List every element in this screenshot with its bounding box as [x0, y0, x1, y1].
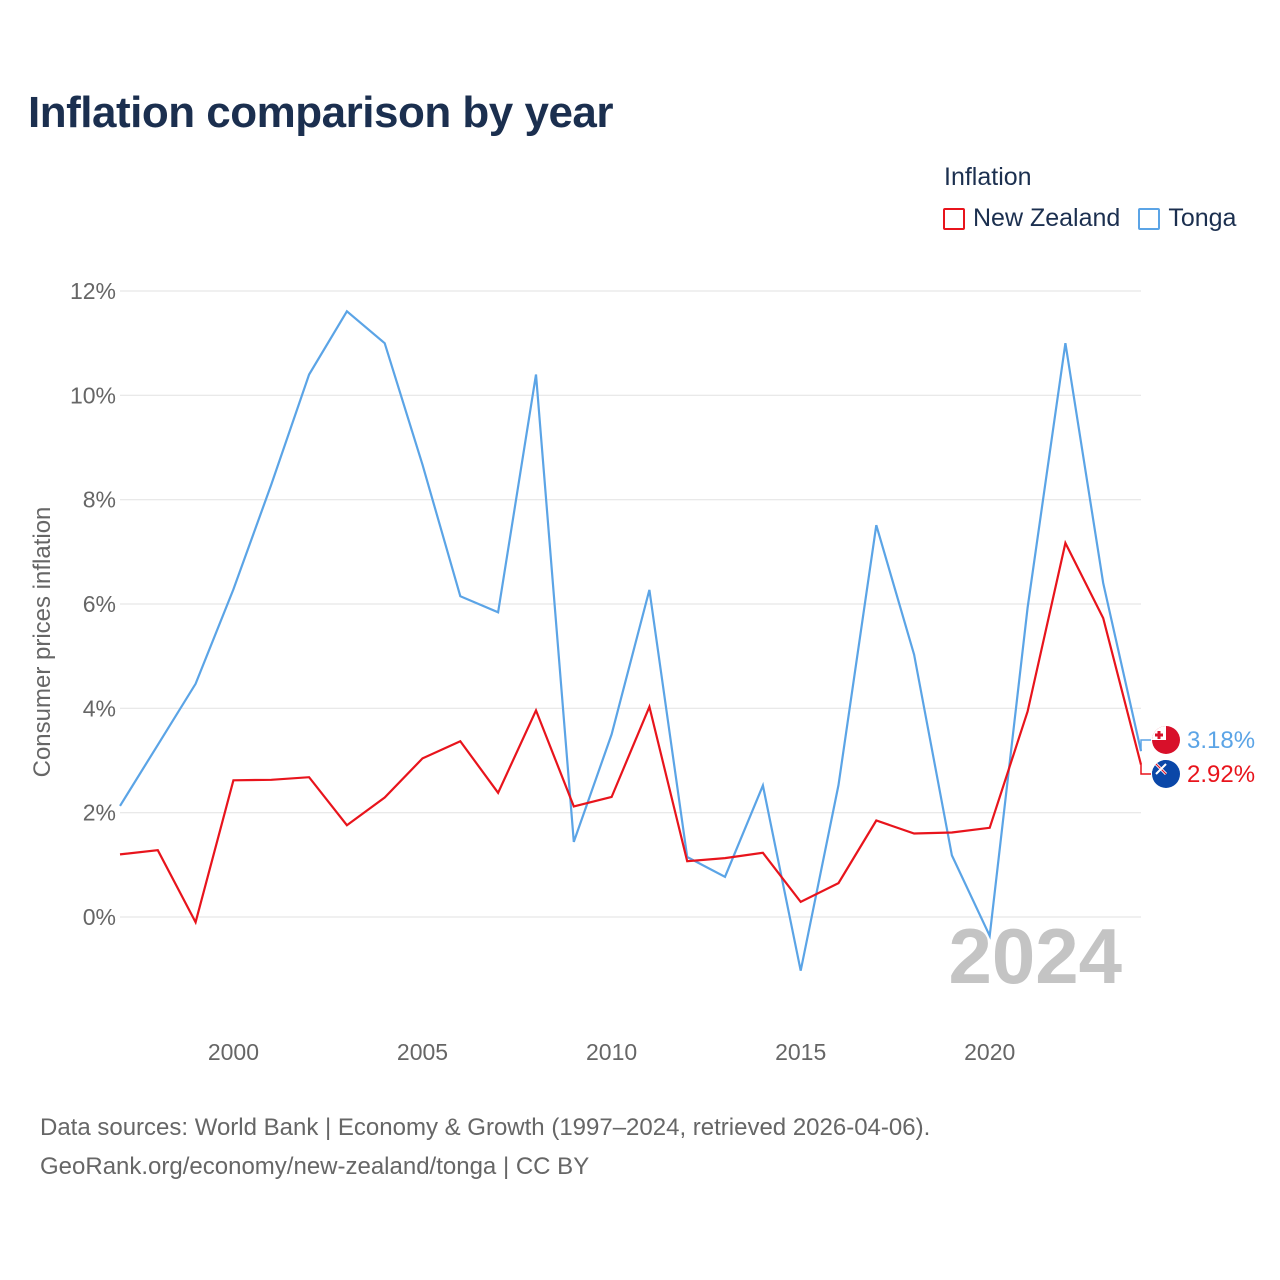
x-tick-label: 2000: [208, 1039, 259, 1065]
sources: Data sources: World Bank | Economy & Gro…: [40, 1108, 930, 1186]
new-zealand-flag-icon: [1152, 760, 1180, 788]
series-lines: [119, 309, 1143, 971]
chart-title: Inflation comparison by year: [28, 88, 614, 137]
legend-title: Inflation: [944, 163, 1032, 191]
y-tick-label: 8%: [83, 487, 116, 513]
y-tick-label: 2%: [83, 800, 116, 826]
legend: New Zealand Tonga: [943, 204, 1254, 233]
end-value-label-new-zealand: 2.92%: [1187, 761, 1255, 788]
x-tick-labels: 2000 2005 2010 2015 2020: [208, 1039, 1015, 1065]
y-axis-label: Consumer prices inflation: [29, 507, 56, 778]
end-connector-new-zealand: [1140, 764, 1151, 775]
x-tick-label: 2020: [964, 1039, 1015, 1065]
end-labels: 3.18% 2.92%: [1140, 726, 1255, 788]
x-tick-label: 2010: [586, 1039, 637, 1065]
year-watermark: 2024: [948, 912, 1122, 1000]
y-tick-label: 6%: [83, 591, 116, 617]
end-value-label-tonga: 3.18%: [1187, 727, 1255, 754]
x-tick-label: 2015: [775, 1039, 826, 1065]
y-tick-label: 12%: [70, 278, 116, 304]
y-tick-label: 4%: [83, 695, 116, 721]
y-tick-label: 10%: [70, 382, 116, 408]
legend-item-new-zealand[interactable]: New Zealand: [943, 204, 1120, 233]
series-line-new-zealand[interactable]: [119, 539, 1143, 926]
x-tick-label: 2005: [397, 1039, 448, 1065]
legend-swatch-new-zealand: [943, 207, 965, 230]
tonga-flag-icon: [1152, 726, 1180, 754]
legend-swatch-tonga: [1138, 207, 1161, 230]
y-tick-label: 0%: [83, 904, 116, 930]
legend-item-tonga[interactable]: Tonga: [1138, 204, 1236, 233]
legend-label-new-zealand: New Zealand: [973, 204, 1121, 232]
sources-line-2[interactable]: GeoRank.org/economy/new-zealand/tonga | …: [40, 1153, 590, 1180]
legend-label-tonga: Tonga: [1168, 204, 1237, 232]
y-tick-labels: 0% 2% 4% 6% 8% 10% 12%: [70, 278, 116, 930]
series-line-tonga[interactable]: [119, 309, 1143, 971]
end-connector-tonga: [1140, 739, 1151, 752]
sources-line-1: Data sources: World Bank | Economy & Gro…: [40, 1114, 931, 1141]
gridlines: [120, 290, 1141, 918]
